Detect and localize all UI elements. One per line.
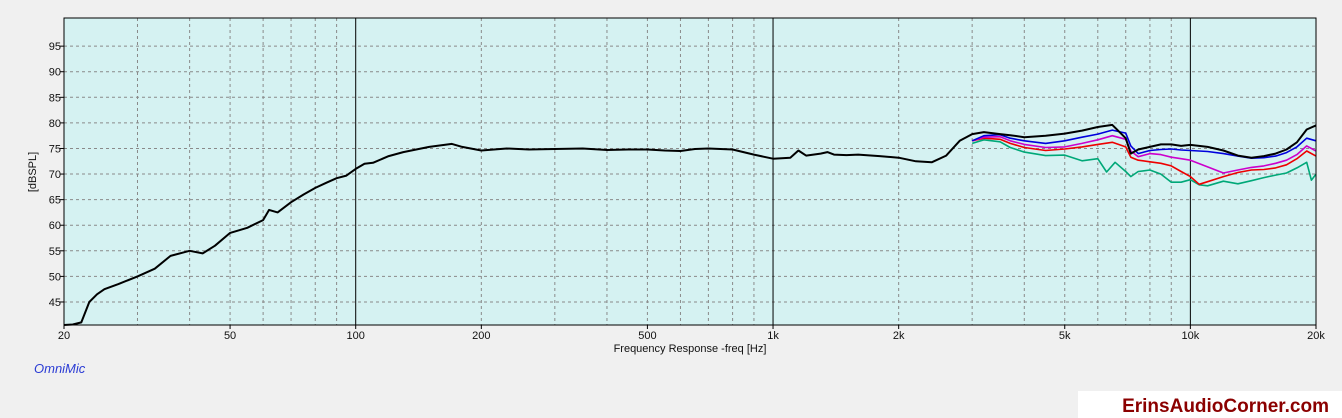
y-tick-label: 75 bbox=[49, 143, 61, 155]
y-axis-label: [dBSPL] bbox=[27, 152, 39, 192]
y-tick-label: 60 bbox=[49, 220, 61, 232]
x-tick-label: 100 bbox=[347, 330, 365, 342]
x-tick-label: 20k bbox=[1307, 330, 1325, 342]
x-tick-label: 1k bbox=[767, 330, 779, 342]
plot-area bbox=[64, 18, 1316, 325]
series-group bbox=[63, 123, 1317, 326]
series-line bbox=[972, 137, 1317, 186]
x-tick-labels: 20 50 100 200 500 1k 2k 5k 10k 20k bbox=[58, 325, 1325, 342]
series-line bbox=[971, 134, 1317, 174]
y-tick-label: 85 bbox=[49, 92, 61, 104]
watermark: ErinsAudioCorner.com bbox=[1122, 396, 1329, 417]
grid bbox=[64, 18, 1316, 325]
series-line bbox=[971, 129, 1317, 159]
y-tick-label: 70 bbox=[49, 169, 61, 181]
y-tick-label: 55 bbox=[49, 246, 61, 258]
plot-border bbox=[63, 17, 1317, 326]
y-tick-label: 95 bbox=[49, 41, 61, 53]
y-tick-label: 45 bbox=[49, 297, 61, 309]
x-tick-label: 20 bbox=[58, 330, 70, 342]
y-tick-label: 50 bbox=[49, 271, 61, 283]
y-tick-label: 65 bbox=[49, 195, 61, 207]
x-tick-label: 50 bbox=[224, 330, 236, 342]
x-tick-label: 10k bbox=[1181, 330, 1199, 342]
x-tick-label: 500 bbox=[638, 330, 656, 342]
watermark-box bbox=[1078, 391, 1342, 418]
y-tick-labels: 45 50 55 60 65 70 75 80 85 90 95 bbox=[49, 41, 64, 309]
series-line bbox=[63, 123, 1317, 326]
x-axis-label: Frequency Response -freq [Hz] bbox=[614, 343, 767, 355]
omnimic-logo: OmniMic bbox=[34, 361, 86, 376]
decade-lines bbox=[355, 18, 1191, 325]
y-tick-label: 80 bbox=[49, 118, 61, 130]
y-tick-label: 90 bbox=[49, 67, 61, 79]
x-tick-label: 200 bbox=[472, 330, 490, 342]
x-tick-label: 2k bbox=[893, 330, 905, 342]
series-line bbox=[971, 139, 1317, 187]
x-tick-label: 5k bbox=[1059, 330, 1071, 342]
